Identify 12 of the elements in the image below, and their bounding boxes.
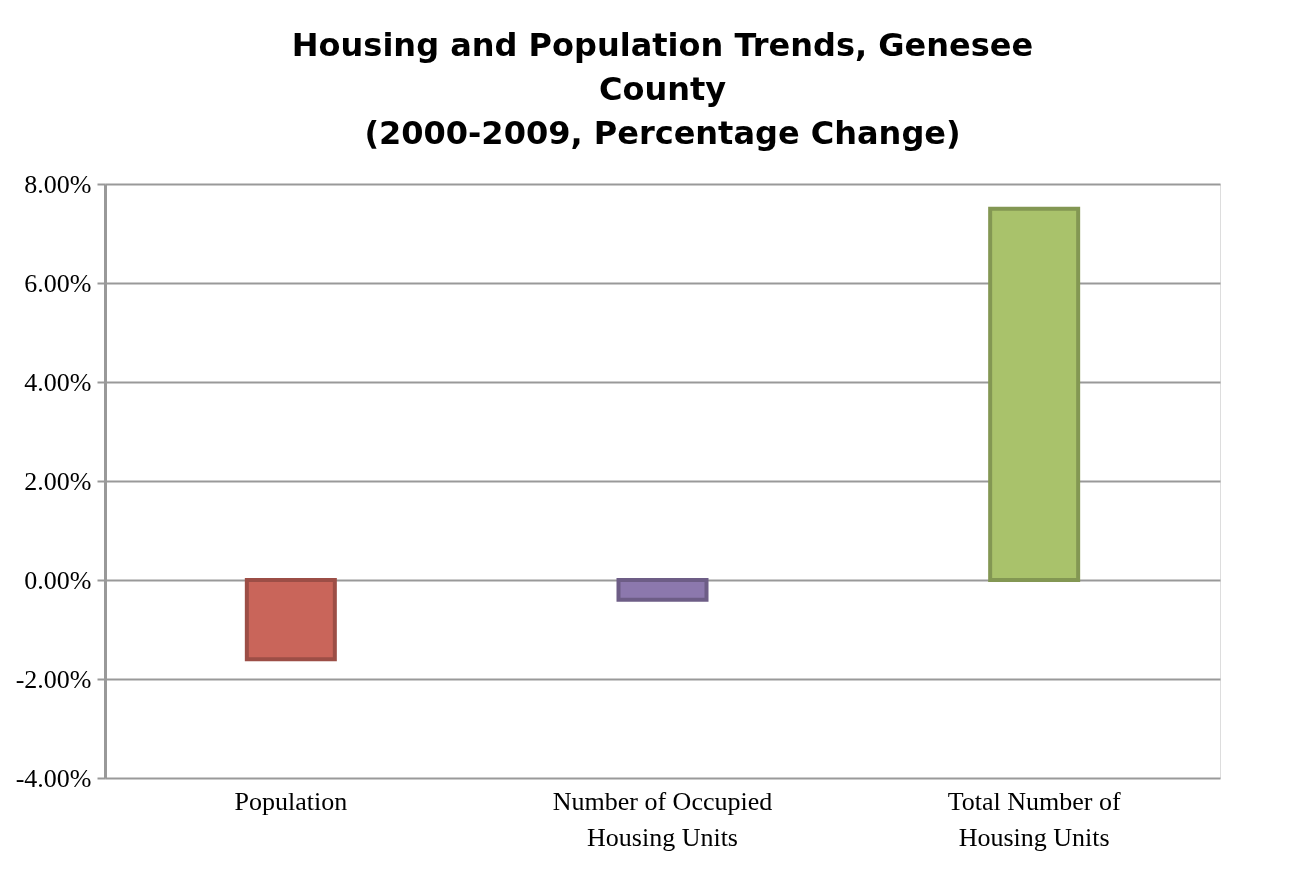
chart-subtitle: (2000-2009, Percentage Change) <box>364 114 961 152</box>
y-tick-label: 8.00% <box>24 169 92 199</box>
chart-title: Housing and Population Trends, Genesee County <box>291 26 1034 108</box>
x-tick-label: Population <box>234 786 348 816</box>
x-tick-label: Number of Occupied Housing Units <box>552 786 773 852</box>
y-tick-label: 2.00% <box>24 466 92 496</box>
y-tick-label: -2.00% <box>15 664 92 694</box>
y-tick-label: 4.00% <box>24 367 92 397</box>
y-tick-label: -4.00% <box>15 763 92 793</box>
y-tick-label: 6.00% <box>24 268 92 298</box>
x-tick-label: Total Number of Housing Units <box>947 786 1121 852</box>
y-tick-label: 0.00% <box>24 565 92 595</box>
